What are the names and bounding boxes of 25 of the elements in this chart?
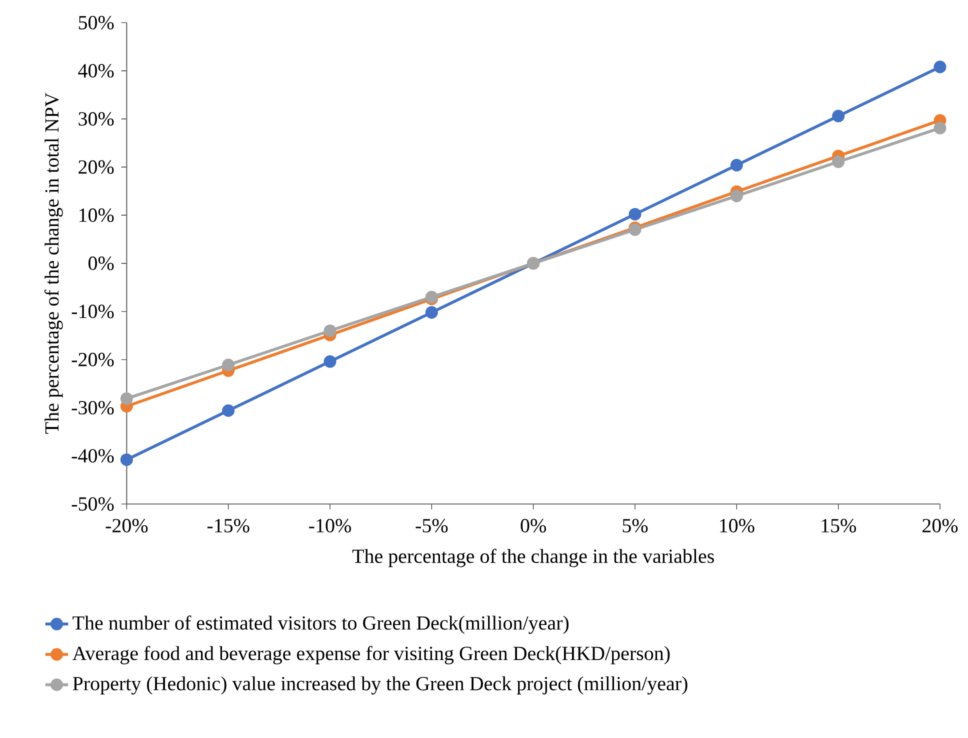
y-tick-label: 50% — [78, 16, 114, 30]
x-tick-label: 5% — [622, 518, 648, 532]
y-tick-label: -10% — [72, 304, 114, 318]
x-axis-title: The percentage of the change in the variables — [352, 548, 714, 568]
y-tick-label: 20% — [78, 160, 114, 174]
x-tick-label: -10% — [309, 518, 351, 532]
legend-label: Average food and beverage expense for visiting Green Deck(HKD/person) — [72, 646, 670, 664]
y-tick-label: -30% — [72, 400, 114, 415]
x-tick-label: 10% — [720, 518, 754, 532]
y-tick-label: -50% — [72, 497, 114, 511]
x-tick-label: 0% — [520, 518, 546, 532]
y-axis-title: The percentage of the change in total NPV — [44, 92, 63, 434]
y-tick-label: 0% — [88, 256, 114, 270]
x-tick-label: 15% — [822, 518, 856, 532]
legend-label: The number of estimated visitors to Green Deck(million/year) — [72, 615, 569, 634]
y-tick-label: 30% — [78, 112, 114, 126]
y-tick-label: -40% — [72, 449, 114, 463]
x-tick-label: -15% — [207, 518, 250, 532]
x-tick-label: -5% — [416, 518, 448, 532]
legend-label: Property (Hedonic) value increased by the Green Deck project (million/year) — [72, 676, 688, 694]
y-tick-label: 10% — [80, 208, 114, 222]
y-tick-label: -20% — [72, 352, 114, 366]
x-tick-label: -20% — [106, 518, 148, 532]
x-tick-label: 20% — [922, 518, 958, 532]
y-tick-label: 40% — [78, 64, 114, 78]
